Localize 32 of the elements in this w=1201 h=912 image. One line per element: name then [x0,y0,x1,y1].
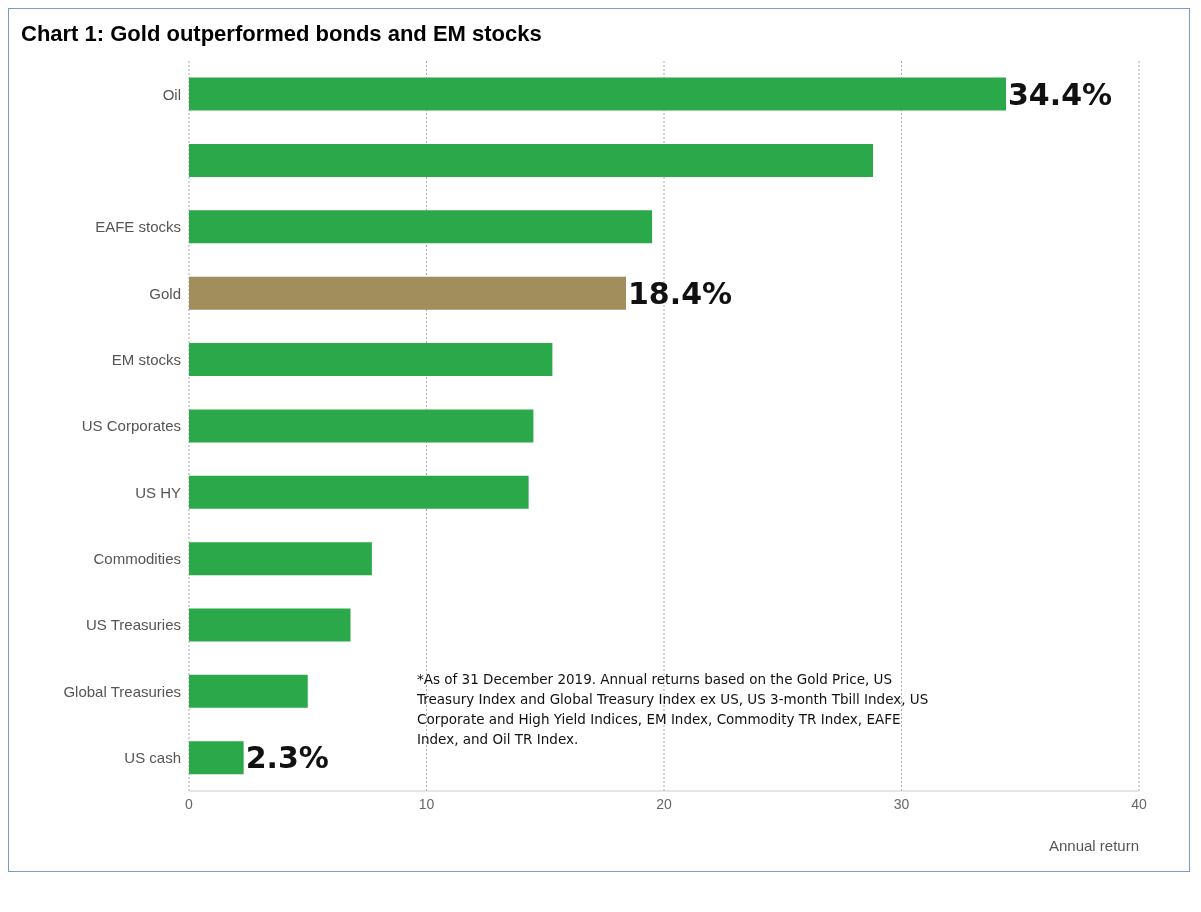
annotation: *As of 31 December 2019. Annual returns based on the Gold Price, US Treasury Index and Global Treasury Index ex US, US 3-month Tbill Index, US Corporate and High Yield Indices, EM Index, Commodity TR Index, EAFE Index, and Oil TR Index. [417,670,930,749]
x-tick-label: 40 [1131,795,1147,812]
bar [189,409,534,443]
x-axis-title: Annual return [1048,837,1139,854]
x-tick-label: 0 [185,795,194,812]
chart-title: Chart 1: Gold outperformed bonds and EM stocks [20,20,543,48]
y-tick-label: US HY [135,483,181,501]
y-tick-label: Oil [162,85,181,103]
data-label: 18.4% [628,275,733,311]
bar [189,210,653,244]
x-tick-label: 30 [893,795,910,812]
y-tick-label: EM stocks [111,350,181,368]
y-tick-label: US Corporates [81,417,181,435]
bar [189,143,873,177]
y-tick-label: EAFE stocks [95,218,181,236]
y-tick-label: Global Treasuries [63,682,181,700]
y-tick-label: US cash [124,749,181,767]
bar [189,608,351,642]
bar [189,276,626,310]
x-tick-label: 20 [656,795,672,812]
data-label: 34.4% [1008,76,1113,112]
bar [189,741,244,775]
x-tick-label: 10 [418,795,435,812]
y-tick-label: US Treasuries [85,616,181,634]
y-tick-label: Gold [149,284,181,302]
bar [189,343,553,377]
data-label: 2.3% [245,740,329,776]
bar [189,77,1006,111]
bar [189,475,529,509]
bar [189,674,308,708]
bar [189,542,372,576]
y-tick-label: Commodities [93,550,181,568]
